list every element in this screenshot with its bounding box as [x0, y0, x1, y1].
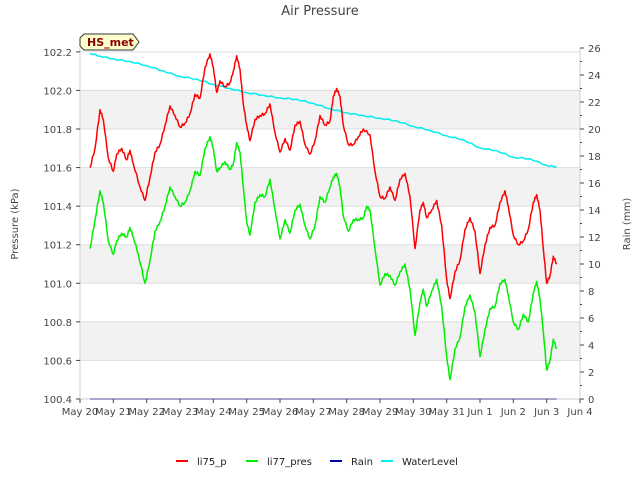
x-tick-label: May 22 [128, 407, 165, 418]
x-tick-label: May 21 [95, 407, 132, 418]
y2-tick-label: 2 [588, 368, 594, 379]
y2-tick-label: 20 [588, 125, 601, 136]
background-band [80, 129, 580, 168]
y2-axis-label: Rain (mm) [622, 198, 633, 251]
y-axis-ticks: 100.4 100.6 100.8 101.0 101.2 101.4 101.6 101.8… [43, 48, 80, 406]
x-tick-label: May 23 [162, 407, 199, 418]
x-tick-label: Jun 4 [566, 407, 592, 418]
x-tick-label: May 28 [328, 407, 365, 418]
y-tick-label: 100.6 [43, 356, 72, 367]
background-band [80, 360, 580, 399]
x-tick-label: May 20 [62, 407, 99, 418]
y2-tick-label: 4 [588, 341, 594, 352]
x-tick-label: May 30 [395, 407, 432, 418]
y2-tick-label: 6 [588, 314, 594, 325]
y-tick-label: 101.8 [43, 125, 72, 136]
background-band [80, 321, 580, 361]
chart-title: Air Pressure [281, 4, 359, 19]
station-badge-label: HS_met [87, 36, 134, 49]
legend-label: Rain [351, 457, 373, 468]
y-axis-label: Pressure (kPa) [10, 188, 21, 259]
y-tick-label: 100.4 [43, 395, 72, 406]
x-tick-label: Jun 1 [466, 407, 492, 418]
y2-tick-label: 26 [588, 44, 601, 55]
y2-tick-label: 18 [588, 152, 601, 163]
y2-tick-label: 0 [588, 395, 594, 406]
y2-tick-label: 22 [588, 98, 601, 109]
y-tick-label: 102.0 [43, 86, 72, 97]
series-line-WaterLevel [89, 52, 557, 168]
x-tick-label: May 24 [195, 407, 232, 418]
plot-background-bands [80, 51, 580, 399]
y2-tick-label: 12 [588, 233, 601, 244]
x-tick-label: May 25 [228, 407, 265, 418]
y-tick-label: 101.4 [43, 202, 72, 213]
x-tick-label: Jun 2 [500, 407, 526, 418]
legend-label: li77_pres [267, 457, 312, 468]
background-band [80, 244, 580, 284]
y-tick-label: 102.2 [43, 48, 72, 59]
y2-tick-label: 10 [588, 260, 601, 271]
x-tick-label: May 31 [428, 407, 465, 418]
series-line-li75_p [89, 53, 558, 300]
x-tick-label: May 27 [295, 407, 332, 418]
y2-tick-label: 8 [588, 287, 594, 298]
x-tick-label: Jun 3 [533, 407, 559, 418]
background-band [80, 90, 580, 129]
y2-tick-label: 14 [588, 206, 601, 217]
grid-lines [80, 51, 580, 400]
background-band [80, 51, 580, 91]
series-line-li77_pres [89, 135, 558, 381]
y2-tick-label: 24 [588, 71, 601, 82]
background-band [80, 206, 580, 245]
y2-tick-label: 16 [588, 179, 601, 190]
y-tick-label: 101.0 [43, 279, 72, 290]
legend-label: WaterLevel [402, 457, 458, 468]
y-tick-label: 101.2 [43, 241, 72, 252]
legend-label: li75_p [197, 457, 227, 468]
background-band [80, 283, 580, 322]
y-tick-label: 100.8 [43, 318, 72, 329]
x-tick-label: May 29 [362, 407, 399, 418]
y-tick-label: 101.6 [43, 164, 72, 175]
station-badge: HS_met [79, 33, 140, 51]
legend: li75_p li77_pres Rain WaterLevel [176, 457, 458, 468]
x-tick-label: May 26 [262, 407, 299, 418]
station-badge-box [79, 33, 140, 51]
